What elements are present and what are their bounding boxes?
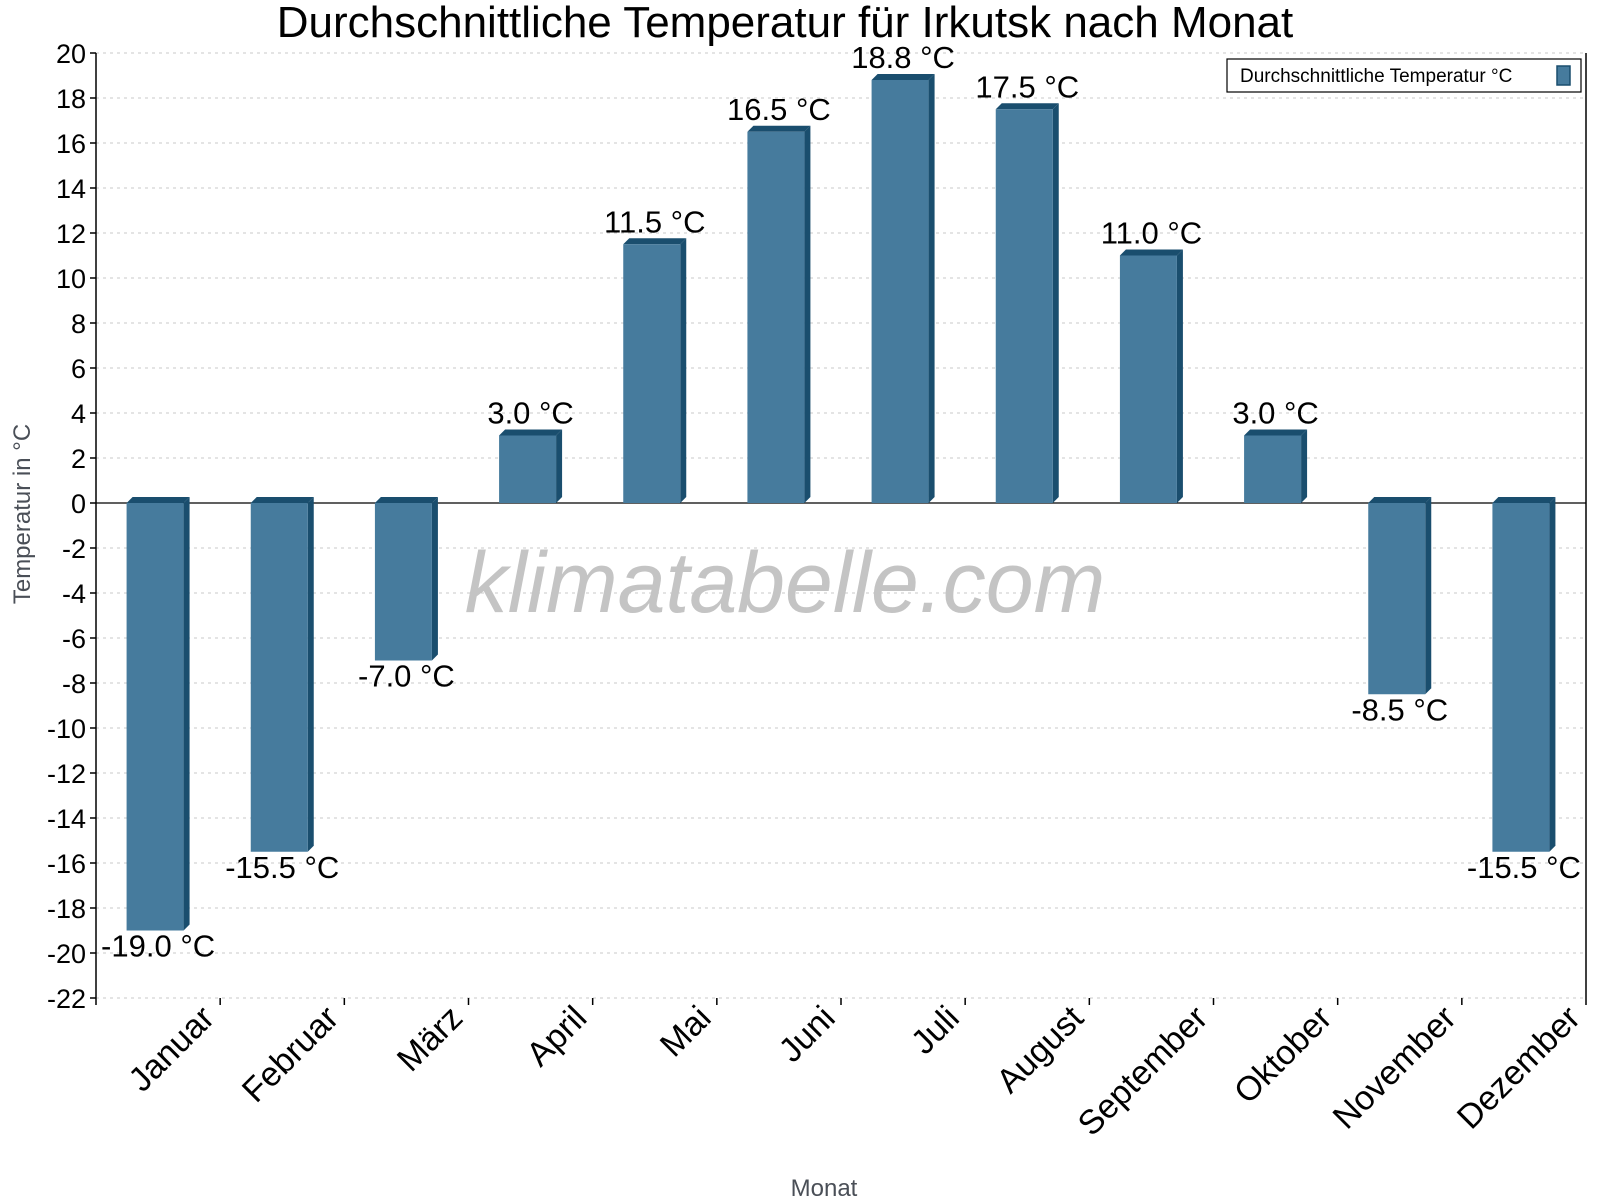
data-label: 11.0 °C bbox=[1101, 216, 1202, 251]
bar bbox=[1244, 429, 1308, 503]
watermark: klimatabelle.com bbox=[465, 535, 1105, 631]
bar bbox=[1368, 497, 1432, 695]
y-tick-label: 0 bbox=[71, 489, 86, 519]
bar bbox=[1492, 497, 1556, 852]
bar bbox=[995, 103, 1059, 503]
legend-label: Durchschnittliche Temperatur °C bbox=[1240, 66, 1512, 87]
y-tick-label: 4 bbox=[71, 399, 86, 429]
bar bbox=[747, 125, 811, 503]
x-tick-label: Januar bbox=[121, 999, 221, 1099]
y-tick-label: 6 bbox=[71, 354, 86, 384]
data-label: 3.0 °C bbox=[487, 396, 574, 431]
chart-title: Durchschnittliche Temperatur für Irkutsk… bbox=[277, 0, 1294, 47]
x-tick-label: Mai bbox=[653, 999, 719, 1065]
data-label: -19.0 °C bbox=[101, 929, 215, 964]
bar bbox=[871, 74, 935, 503]
x-tick-label: November bbox=[1326, 999, 1464, 1137]
x-tick-label: Juni bbox=[772, 999, 843, 1070]
y-tick-label: -14 bbox=[47, 804, 86, 834]
data-label: -15.5 °C bbox=[225, 850, 339, 885]
x-tick-label: Februar bbox=[235, 999, 346, 1110]
bar bbox=[374, 497, 438, 661]
x-axis: Januar Februar März April Mai Juni Juli AugustS… bbox=[95, 998, 1588, 1143]
y-tick-label: -22 bbox=[47, 984, 86, 1014]
y-tick-label: -18 bbox=[47, 894, 86, 924]
legend-swatch bbox=[1556, 65, 1571, 86]
data-label: -15.5 °C bbox=[1467, 850, 1581, 885]
y-tick-label: -20 bbox=[47, 939, 86, 969]
y-tick-label: 16 bbox=[56, 129, 86, 159]
data-label: 16.5 °C bbox=[727, 92, 831, 127]
data-label: 3.0 °C bbox=[1232, 396, 1319, 431]
data-label: -7.0 °C bbox=[358, 659, 455, 694]
x-tick-label: August bbox=[989, 998, 1091, 1100]
data-label: -8.5 °C bbox=[1351, 692, 1448, 727]
x-tick-label: April bbox=[519, 999, 594, 1074]
y-tick-label: -16 bbox=[47, 849, 86, 879]
bar bbox=[250, 497, 314, 852]
y-tick-label: -4 bbox=[62, 579, 86, 609]
bar bbox=[1119, 249, 1183, 503]
y-tick-label: 12 bbox=[56, 219, 86, 249]
data-label: 18.8 °C bbox=[851, 40, 955, 75]
y-tick-label: 2 bbox=[71, 444, 86, 474]
bar-series: -19.0 °C -15.5 °C -7.0 °C 3.0 °C 11.5 °C 16.5… bbox=[101, 40, 1581, 964]
y-tick-label: 18 bbox=[56, 84, 86, 114]
y-tick-label: 8 bbox=[71, 309, 86, 339]
y-tick-label: -10 bbox=[47, 714, 86, 744]
legend: Durchschnittliche Temperatur °C bbox=[1226, 58, 1582, 93]
y-tick-label: 10 bbox=[56, 264, 86, 294]
x-axis-title: Monat bbox=[791, 1175, 858, 1200]
bar bbox=[499, 429, 563, 503]
y-axis: 20181614121086420-2-4-6-8-10-12-14-16-18… bbox=[47, 39, 1587, 1014]
data-label: 17.5 °C bbox=[975, 69, 1079, 104]
y-tick-label: -2 bbox=[62, 534, 86, 564]
y-tick-label: -12 bbox=[47, 759, 86, 789]
x-tick-label: Oktober bbox=[1227, 999, 1339, 1111]
bar bbox=[126, 497, 190, 931]
y-axis-title: Temperatur in °C bbox=[9, 424, 36, 604]
x-tick-label: März bbox=[390, 999, 470, 1079]
bar bbox=[623, 238, 687, 503]
x-tick-label: Juli bbox=[904, 999, 967, 1062]
x-tick-label: September bbox=[1071, 999, 1215, 1143]
y-tick-label: 20 bbox=[56, 39, 86, 69]
data-label: 11.5 °C bbox=[604, 204, 705, 239]
x-tick-label: Dezember bbox=[1450, 999, 1588, 1137]
y-tick-label: -8 bbox=[62, 669, 86, 699]
y-tick-label: 14 bbox=[56, 174, 86, 204]
y-tick-label: -6 bbox=[62, 624, 86, 654]
